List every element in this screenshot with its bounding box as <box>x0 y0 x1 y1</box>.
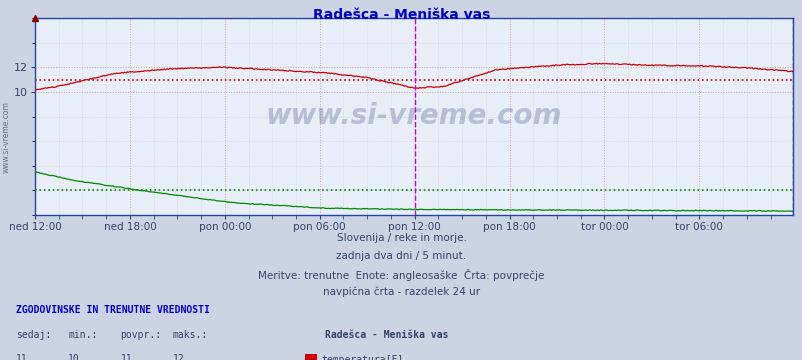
Text: 12: 12 <box>172 354 184 360</box>
Text: Radešca - Meniška vas: Radešca - Meniška vas <box>313 8 489 22</box>
Text: 11: 11 <box>16 354 28 360</box>
Text: ZGODOVINSKE IN TRENUTNE VREDNOSTI: ZGODOVINSKE IN TRENUTNE VREDNOSTI <box>16 305 209 315</box>
Text: povpr.:: povpr.: <box>120 330 161 341</box>
Text: 10: 10 <box>68 354 80 360</box>
Text: min.:: min.: <box>68 330 98 341</box>
Text: Radešca - Meniška vas: Radešca - Meniška vas <box>325 330 448 341</box>
Text: 11: 11 <box>120 354 132 360</box>
Text: www.si-vreme.com: www.si-vreme.com <box>265 103 561 130</box>
Text: temperatura[F]: temperatura[F] <box>321 355 403 360</box>
Text: Slovenija / reke in morje.: Slovenija / reke in morje. <box>336 233 466 243</box>
Text: sedaj:: sedaj: <box>16 330 51 341</box>
Text: navpična črta - razdelek 24 ur: navpična črta - razdelek 24 ur <box>322 287 480 297</box>
Text: Meritve: trenutne  Enote: angleosaške  Črta: povprečje: Meritve: trenutne Enote: angleosaške Črt… <box>258 269 544 281</box>
Text: zadnja dva dni / 5 minut.: zadnja dva dni / 5 minut. <box>336 251 466 261</box>
Text: www.si-vreme.com: www.si-vreme.com <box>2 101 11 173</box>
Text: maks.:: maks.: <box>172 330 208 341</box>
